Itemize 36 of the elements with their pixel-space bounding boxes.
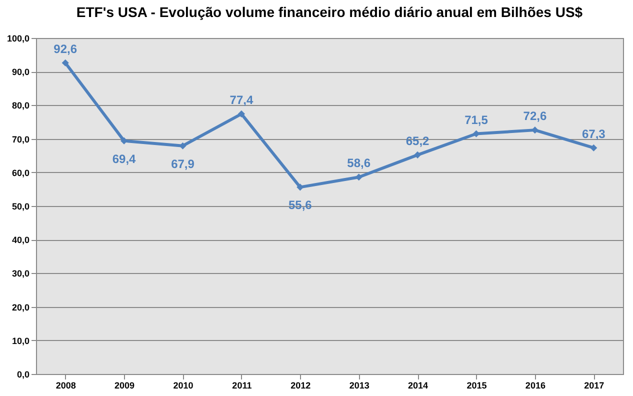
y-tick-label: 20,0 xyxy=(12,302,30,312)
y-tick-label: 100,0 xyxy=(6,34,30,44)
x-tick-label: 2010 xyxy=(173,380,194,390)
y-tick-label: 90,0 xyxy=(12,67,30,78)
data-label: 67,9 xyxy=(171,156,195,171)
x-tick-label: 2011 xyxy=(232,380,252,390)
data-label: 72,6 xyxy=(523,109,547,124)
x-tick-label: 2008 xyxy=(56,380,76,390)
data-label: 77,4 xyxy=(230,92,254,107)
data-label: 92,6 xyxy=(54,42,78,56)
y-tick-label: 30,0 xyxy=(12,268,30,279)
point xyxy=(355,174,362,181)
point xyxy=(62,59,69,66)
data-label: 71,5 xyxy=(464,112,488,127)
y-tick-label: 60,0 xyxy=(12,168,30,178)
y-tick-label: 40,0 xyxy=(12,235,30,246)
x-tick-label: 2009 xyxy=(114,380,135,390)
point xyxy=(296,184,304,191)
data-label: 58,6 xyxy=(347,156,371,170)
x-tick-label: 2012 xyxy=(290,380,311,390)
y-tick-label: 50,0 xyxy=(12,202,30,212)
x-tick-label: 2017 xyxy=(584,380,604,390)
y-tick-label: 0,0 xyxy=(16,370,30,380)
y-tick-label: 80,0 xyxy=(12,100,30,111)
chart-title: ETF's USA - Evolução volume financeiro médio diário anual em Bilhões US$ xyxy=(76,4,583,20)
point xyxy=(590,144,598,152)
x-tick-label: 2013 xyxy=(349,380,370,390)
x-tick-label: 2016 xyxy=(525,380,546,390)
point xyxy=(238,110,245,118)
x-tick-label: 2015 xyxy=(466,380,487,390)
data-label: 69,4 xyxy=(112,152,136,166)
data-label: 67,3 xyxy=(582,126,606,141)
point xyxy=(414,151,422,158)
y-tick-label: 70,0 xyxy=(12,134,30,144)
y-tick-label: 10,0 xyxy=(12,336,30,346)
x-tick-label: 2014 xyxy=(408,380,428,390)
